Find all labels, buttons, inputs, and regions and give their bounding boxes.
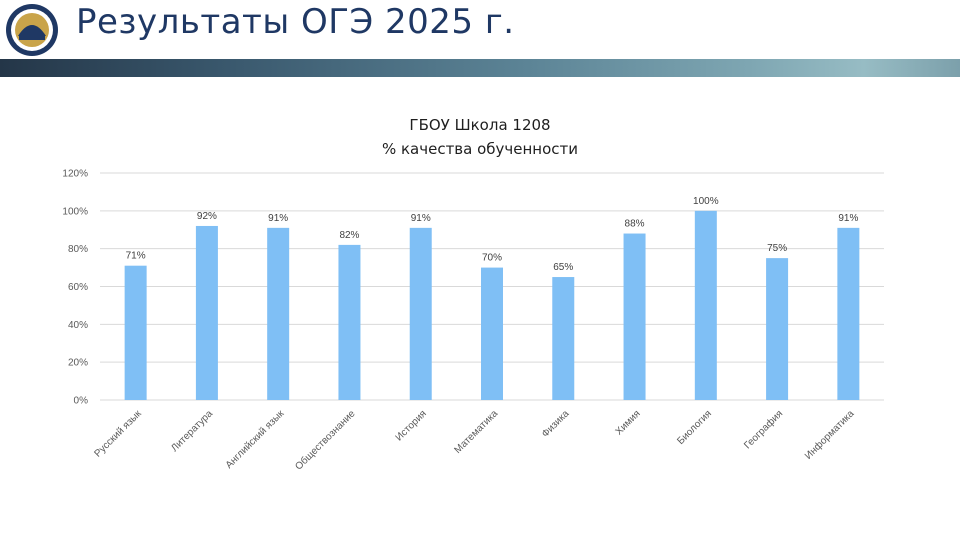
bar <box>623 233 646 400</box>
x-category-label: Математика <box>452 408 500 456</box>
data-label: 70% <box>482 253 502 264</box>
x-category-label: Биология <box>675 408 714 447</box>
x-category-label: Литература <box>169 408 215 454</box>
y-tick-label: 40% <box>68 320 88 331</box>
data-label: 75% <box>767 243 787 254</box>
x-category-label: История <box>394 408 429 443</box>
header-banner <box>0 59 960 77</box>
chart-title: ГБОУ Школа 1208 <box>409 116 551 134</box>
bar <box>552 277 575 400</box>
bar <box>481 267 503 400</box>
y-tick-label: 120% <box>62 169 88 180</box>
bar <box>267 227 290 400</box>
data-label: 71% <box>126 251 146 262</box>
data-label: 91% <box>268 213 288 224</box>
y-tick-label: 20% <box>68 358 88 369</box>
x-category-label: Химия <box>614 408 643 437</box>
x-category-label: Русский язык <box>93 408 145 460</box>
x-category-label: Информатика <box>802 407 856 461</box>
data-label: 92% <box>197 211 217 222</box>
bar <box>338 244 361 400</box>
bar <box>694 210 717 400</box>
bar <box>766 258 789 400</box>
y-tick-label: 60% <box>68 282 88 293</box>
data-label: 91% <box>411 213 431 224</box>
data-label: 82% <box>339 230 359 241</box>
x-category-label: Физика <box>540 408 572 440</box>
y-tick-label: 80% <box>68 244 88 255</box>
y-tick-label: 0% <box>74 396 89 407</box>
x-category-label: Английский язык <box>224 408 287 471</box>
slide-title: Результаты ОГЭ 2025 г. <box>76 2 515 42</box>
data-label: 100% <box>693 196 719 207</box>
school-logo <box>6 4 58 56</box>
bar <box>837 227 860 400</box>
data-label: 65% <box>553 262 573 273</box>
data-label: 88% <box>625 219 645 230</box>
y-tick-label: 100% <box>62 206 88 217</box>
x-category-label: Обществознание <box>293 407 358 472</box>
x-category-label: География <box>741 408 785 452</box>
data-label: 91% <box>838 213 858 224</box>
bar <box>195 225 218 400</box>
bar <box>124 265 147 400</box>
chart-subtitle: % качества обученности <box>381 140 579 158</box>
bar <box>409 227 432 400</box>
